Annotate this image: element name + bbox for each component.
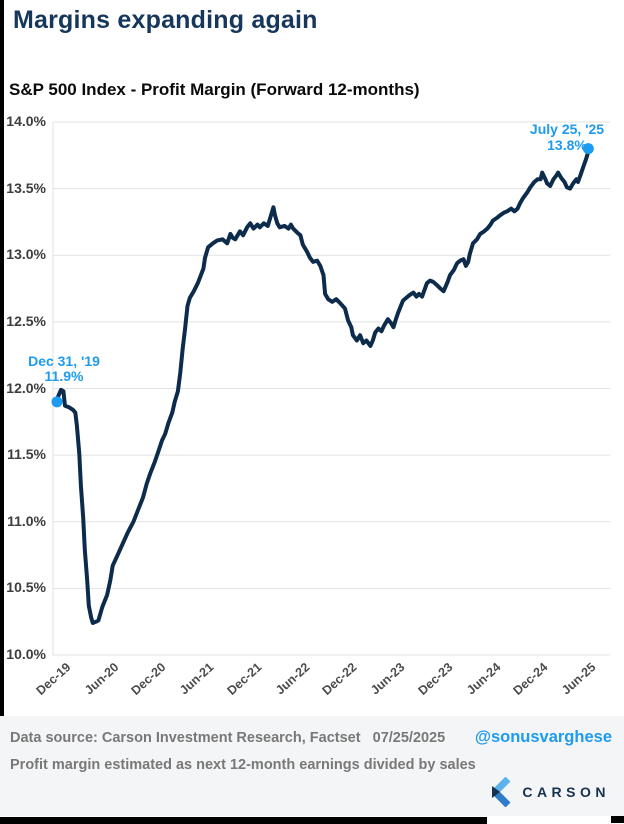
- page-title: Margins expanding again: [13, 6, 318, 34]
- carson-logo: CARSON: [491, 777, 610, 807]
- carson-logo-icon: [492, 777, 511, 807]
- bottom-border-bar-right: [611, 816, 624, 823]
- y-tick-label: 11.5%: [7, 446, 46, 463]
- methodology-note-text: Profit margin estimated as next 12-month…: [10, 757, 476, 773]
- start-annotation-value: 11.9%: [44, 368, 84, 384]
- chart-title: S&P 500 Index - Profit Margin (Forward 1…: [9, 80, 420, 99]
- y-tick-label: 10.0%: [6, 646, 46, 662]
- y-tick-label: 11.0%: [7, 512, 46, 529]
- profit-margin-chart: [51, 121, 610, 656]
- profit-margin-line: [55, 149, 591, 625]
- y-tick-label: 14.0%: [6, 113, 46, 129]
- end-annotation-value: 13.8%: [547, 137, 587, 153]
- carson-logo-text: CARSON: [522, 784, 610, 800]
- y-tick-label: 12.0%: [6, 379, 46, 396]
- bottom-border-bar: [0, 817, 487, 824]
- y-tick-label: 10.5%: [6, 579, 46, 596]
- y-tick-label: 13.0%: [6, 246, 46, 263]
- end-point-marker: [582, 143, 594, 155]
- start-annotation-label: Dec 31, '19: [28, 353, 100, 369]
- y-tick-label: 12.5%: [6, 312, 46, 329]
- end-annotation: July 25, '25 13.8%: [515, 121, 619, 153]
- left-border-bar: [0, 0, 4, 782]
- social-handle-link[interactable]: @sonusvarghese: [474, 728, 612, 746]
- footer-band: [0, 716, 624, 816]
- end-annotation-label: July 25, '25: [529, 121, 605, 137]
- start-annotation: Dec 31, '19 11.9%: [12, 354, 116, 384]
- data-source-text: Data source: Carson Investment Research,…: [10, 730, 446, 746]
- y-tick-label: 13.5%: [6, 179, 46, 196]
- start-point-marker: [51, 396, 63, 408]
